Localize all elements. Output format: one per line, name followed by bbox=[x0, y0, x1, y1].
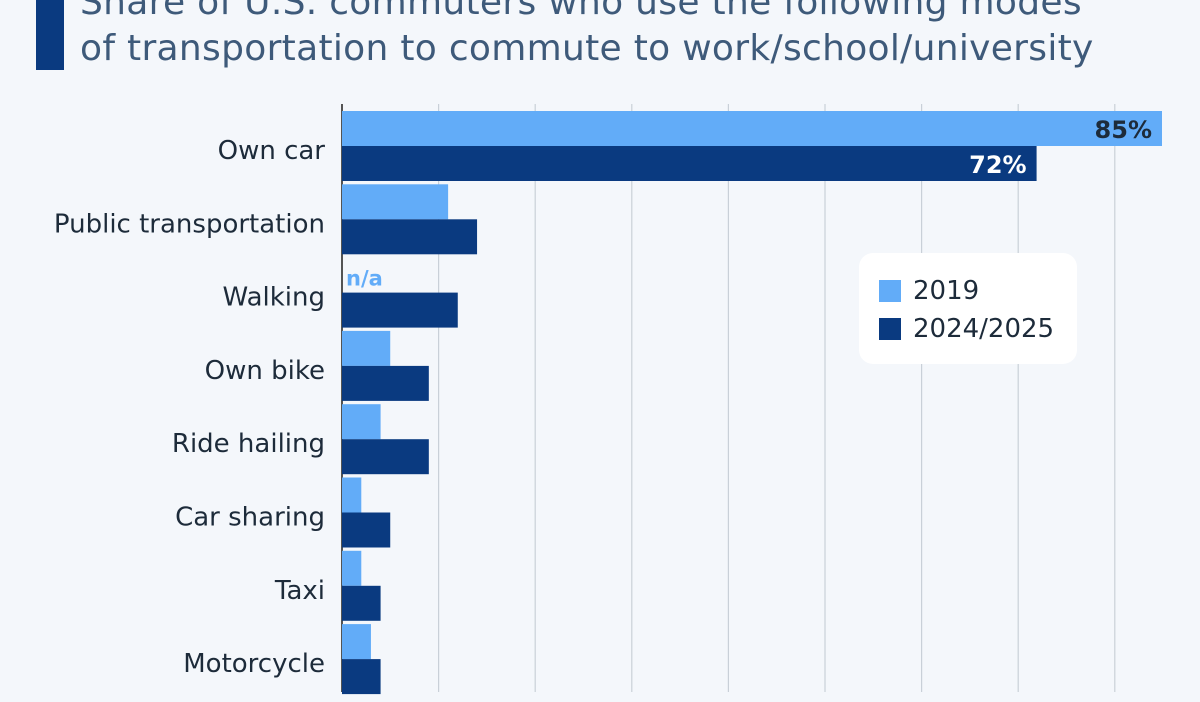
chart-legend: 2019 2024/2025 bbox=[859, 253, 1077, 364]
bar-2024-2025 bbox=[342, 365, 429, 401]
value-label: 72% bbox=[969, 151, 1026, 179]
legend-swatch-2019 bbox=[879, 280, 901, 302]
category-label: Own bike bbox=[205, 356, 325, 386]
title-accent-bar bbox=[36, 0, 64, 70]
bar-2024-2025 bbox=[342, 292, 458, 328]
bar-2024-2025 bbox=[342, 439, 429, 475]
bar-2019 bbox=[342, 550, 362, 586]
category-label: Ride hailing bbox=[172, 429, 325, 459]
bar-2024-2025 bbox=[342, 146, 1037, 181]
category-label: Walking bbox=[223, 283, 325, 313]
bar-2019 bbox=[342, 330, 391, 366]
na-label: n/a bbox=[346, 267, 383, 291]
bar-2024-2025 bbox=[342, 512, 391, 548]
category-label: Car sharing bbox=[175, 503, 325, 533]
legend-label-2019: 2019 bbox=[913, 276, 980, 306]
category-label: Own car bbox=[218, 136, 326, 166]
legend-label-2024: 2024/2025 bbox=[913, 314, 1055, 344]
legend-swatch-2024 bbox=[879, 318, 901, 340]
title-line-1: Share of U.S. commuters who use the foll… bbox=[80, 0, 1082, 23]
bar-2024-2025 bbox=[342, 585, 381, 621]
legend-item-2019: 2019 bbox=[879, 276, 979, 306]
legend-item-2024: 2024/2025 bbox=[879, 314, 1054, 344]
category-label: Public transportation bbox=[54, 209, 325, 239]
chart-title: Share of U.S. commuters who use the foll… bbox=[80, 0, 1190, 72]
bar-2019 bbox=[342, 404, 381, 440]
category-label: Taxi bbox=[274, 576, 325, 606]
bar-2019 bbox=[342, 184, 449, 220]
category-label: Motorcycle bbox=[183, 649, 325, 679]
bar-2019 bbox=[342, 111, 1162, 146]
bar-2019 bbox=[342, 624, 371, 660]
value-label: 85% bbox=[1095, 116, 1152, 144]
title-line-2: of transportation to commute to work/sch… bbox=[80, 28, 1094, 69]
bar-2024-2025 bbox=[342, 219, 478, 255]
bar-2024-2025 bbox=[342, 659, 381, 695]
bar-2019 bbox=[342, 477, 362, 513]
